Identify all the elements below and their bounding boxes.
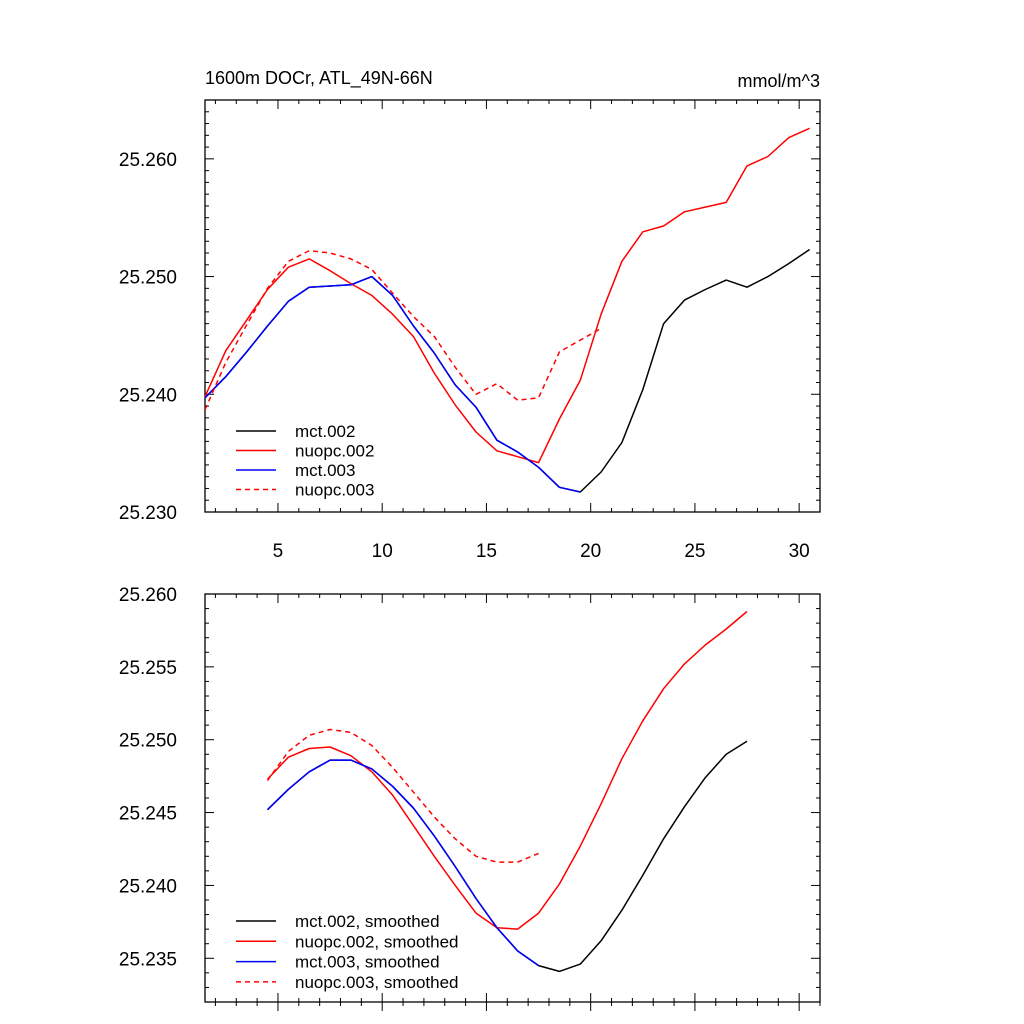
y-tick-label: 25.230 bbox=[119, 503, 177, 524]
y-tick-label: 25.240 bbox=[119, 876, 177, 897]
y-tick-label: 25.250 bbox=[119, 268, 177, 289]
series-line-nuopc-003-smoothed bbox=[266, 728, 539, 863]
series-line-mct-003-smoothed bbox=[266, 759, 540, 967]
legend-label: mct.002 bbox=[295, 422, 355, 441]
series-line-mct-003 bbox=[204, 275, 581, 493]
legend-label: nuopc.002 bbox=[295, 442, 374, 461]
x-tick-label: 30 bbox=[789, 541, 810, 562]
y-tick-label: 25.250 bbox=[119, 731, 177, 752]
legend-label: mct.002, smoothed bbox=[295, 912, 440, 931]
top-panel: 5 10 15 20 25 30 25.230 25.240 25.250 25.260 mct.0… bbox=[119, 99, 821, 562]
x-tick-label: 10 bbox=[372, 541, 393, 562]
series-line-nuopc-002 bbox=[204, 127, 810, 464]
x-tick-label: 15 bbox=[476, 541, 497, 562]
y-tick-label: 25.235 bbox=[119, 949, 177, 970]
y-tick-label: 25.240 bbox=[119, 385, 177, 406]
legend-label: mct.003, smoothed bbox=[295, 953, 440, 972]
series-line-nuopc-002-smoothed bbox=[266, 610, 748, 930]
y-tick-label: 25.260 bbox=[119, 150, 177, 171]
x-tick-label: 5 bbox=[273, 541, 284, 562]
x-tick-label: 25 bbox=[684, 541, 705, 562]
chart-title: 1600m DOCr, ATL_49N-66N bbox=[205, 68, 433, 89]
legend-label: mct.003 bbox=[295, 461, 355, 480]
legend-label: nuopc.003 bbox=[295, 481, 374, 500]
plot-frame bbox=[204, 99, 821, 513]
series-line-nuopc-003 bbox=[204, 249, 602, 410]
bottom-panel: 25.235 25.240 25.245 25.250 25.255 25.260 mct.… bbox=[119, 585, 821, 1011]
legend-label: nuopc.003, smoothed bbox=[295, 973, 459, 992]
x-tick-label: 20 bbox=[580, 541, 601, 562]
y-tick-label: 25.255 bbox=[119, 658, 177, 679]
units-label: mmol/m^3 bbox=[738, 71, 820, 91]
y-tick-label: 25.260 bbox=[119, 585, 177, 606]
y-tick-label: 25.245 bbox=[119, 804, 177, 825]
legend-label: nuopc.002, smoothed bbox=[295, 932, 459, 951]
